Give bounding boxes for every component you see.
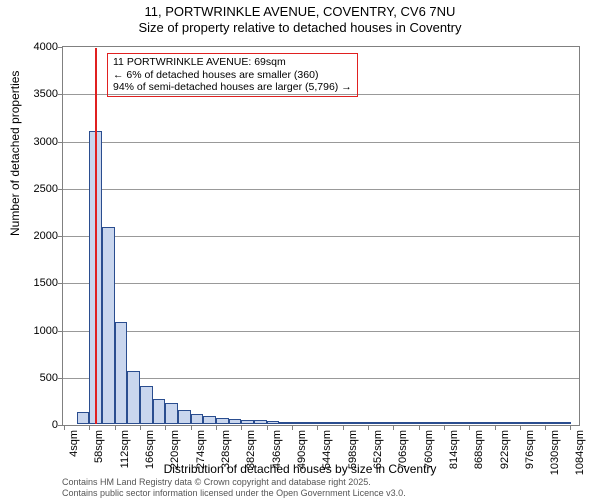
ytick-mark: [58, 142, 62, 143]
chart-title: 11, PORTWRINKLE AVENUE, COVENTRY, CV6 7N…: [0, 0, 600, 37]
gridline: [63, 189, 579, 190]
histogram-bar: [507, 422, 520, 424]
histogram-bar: [267, 421, 280, 424]
histogram-bar: [343, 422, 356, 424]
histogram-bar: [355, 422, 368, 424]
gridline: [63, 236, 579, 237]
annotation-line: ← 6% of detached houses are smaller (360…: [113, 69, 352, 82]
xtick-mark: [368, 426, 369, 430]
xtick-mark: [216, 426, 217, 430]
xtick-mark: [393, 426, 394, 430]
histogram-bar: [279, 422, 292, 424]
histogram-bar: [229, 419, 242, 424]
histogram-bar: [520, 422, 533, 424]
xtick-mark: [520, 426, 521, 430]
footer-line-1: Contains HM Land Registry data © Crown c…: [62, 477, 406, 487]
plot-region: 11 PORTWRINKLE AVENUE: 69sqm← 6% of deta…: [62, 46, 580, 426]
title-line-1: 11, PORTWRINKLE AVENUE, COVENTRY, CV6 7N…: [0, 4, 600, 20]
histogram-bar: [203, 416, 216, 424]
ytick-mark: [58, 425, 62, 426]
histogram-bar: [153, 399, 166, 424]
footer-attribution: Contains HM Land Registry data © Crown c…: [62, 477, 406, 498]
histogram-bar: [431, 422, 444, 424]
xtick-mark: [292, 426, 293, 430]
ytick-label: 500: [18, 372, 58, 384]
ytick-label: 3500: [18, 88, 58, 100]
xtick-mark: [545, 426, 546, 430]
gridline: [63, 283, 579, 284]
ytick-mark: [58, 283, 62, 284]
histogram-bar: [241, 420, 254, 424]
histogram-bar: [533, 422, 546, 424]
chart-area: 11 PORTWRINKLE AVENUE: 69sqm← 6% of deta…: [62, 46, 580, 426]
histogram-bar: [292, 422, 305, 424]
gridline: [63, 331, 579, 332]
ytick-label: 2500: [18, 183, 58, 195]
ytick-label: 0: [18, 419, 58, 431]
footer-line-2: Contains public sector information licen…: [62, 488, 406, 498]
xtick-label: 4sqm: [68, 430, 80, 457]
xtick-mark: [343, 426, 344, 430]
histogram-bar: [165, 403, 178, 424]
gridline: [63, 142, 579, 143]
histogram-bar: [330, 422, 343, 424]
histogram-bar: [406, 422, 419, 424]
histogram-bar: [191, 414, 204, 424]
ytick-label: 1500: [18, 277, 58, 289]
histogram-bar: [469, 422, 482, 424]
ytick-label: 2000: [18, 230, 58, 242]
histogram-bar: [178, 410, 191, 424]
histogram-bar: [444, 422, 457, 424]
histogram-bar: [419, 422, 432, 424]
annotation-box: 11 PORTWRINKLE AVENUE: 69sqm← 6% of deta…: [107, 53, 358, 97]
histogram-bar: [393, 422, 406, 424]
histogram-bar: [381, 422, 394, 424]
xtick-mark: [570, 426, 571, 430]
histogram-bar: [457, 422, 470, 424]
ytick-label: 1000: [18, 325, 58, 337]
xtick-mark: [241, 426, 242, 430]
ytick-mark: [58, 331, 62, 332]
histogram-bar: [317, 422, 330, 424]
xtick-mark: [444, 426, 445, 430]
xtick-mark: [419, 426, 420, 430]
histogram-bar: [102, 227, 115, 424]
ytick-mark: [58, 94, 62, 95]
histogram-bar: [482, 422, 495, 424]
histogram-bar: [368, 422, 381, 424]
xtick-mark: [140, 426, 141, 430]
xtick-mark: [469, 426, 470, 430]
histogram-bar: [558, 422, 571, 424]
property-marker-line: [95, 48, 97, 424]
ytick-mark: [58, 47, 62, 48]
histogram-bar: [495, 422, 508, 424]
ytick-mark: [58, 189, 62, 190]
xtick-label: 58sqm: [93, 430, 105, 463]
xtick-mark: [267, 426, 268, 430]
xtick-mark: [165, 426, 166, 430]
histogram-bar: [77, 412, 90, 424]
ytick-mark: [58, 378, 62, 379]
xtick-mark: [89, 426, 90, 430]
histogram-bar: [305, 422, 318, 424]
xtick-mark: [64, 426, 65, 430]
histogram-bar: [216, 418, 229, 424]
histogram-bar: [254, 420, 267, 424]
xtick-mark: [495, 426, 496, 430]
ytick-mark: [58, 236, 62, 237]
annotation-line: 94% of semi-detached houses are larger (…: [113, 81, 352, 94]
annotation-line: 11 PORTWRINKLE AVENUE: 69sqm: [113, 56, 352, 69]
histogram-bar: [140, 386, 153, 424]
x-axis-label: Distribution of detached houses by size …: [0, 462, 600, 476]
xtick-mark: [317, 426, 318, 430]
ytick-label: 4000: [18, 41, 58, 53]
xtick-mark: [191, 426, 192, 430]
xtick-mark: [115, 426, 116, 430]
ytick-label: 3000: [18, 136, 58, 148]
histogram-bar: [545, 422, 558, 424]
title-line-2: Size of property relative to detached ho…: [0, 20, 600, 36]
histogram-bar: [127, 371, 140, 424]
gridline: [63, 378, 579, 379]
histogram-bar: [115, 322, 128, 424]
